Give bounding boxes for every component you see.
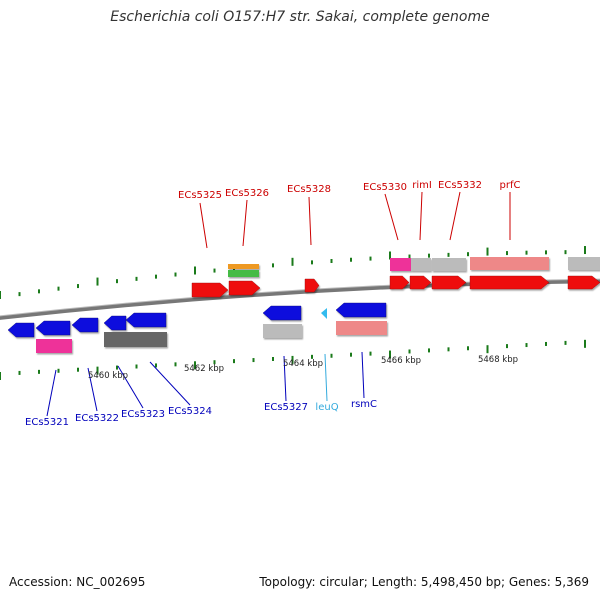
gene-label-top: ECs5332 xyxy=(438,180,482,191)
leader-top xyxy=(449,191,461,241)
feature-orange xyxy=(228,264,259,269)
leader-bottom xyxy=(117,365,144,409)
leader-top xyxy=(242,199,248,247)
scale-labels: 5460 kbp 5462 kbp 5464 kbp 5466 kbp 5468 kbp xyxy=(88,355,518,381)
gene-label-bottom: leuQ xyxy=(315,402,338,413)
tick-marks xyxy=(0,246,586,380)
gene-label-top: ECs5328 xyxy=(287,184,331,195)
feature-lightred-top xyxy=(470,257,549,270)
scale-label: 5462 kbp xyxy=(184,364,224,374)
feature-darkgray-bottom xyxy=(104,332,167,347)
genome-summary: Topology: circular; Length: 5,498,450 bp… xyxy=(259,575,589,589)
cds-ecs5322 xyxy=(35,320,71,336)
feature-track xyxy=(7,257,600,353)
feature-gray-top-2 xyxy=(432,258,466,271)
feature-lightred-bottom xyxy=(336,321,387,335)
leader-top xyxy=(384,193,399,241)
trna-leuq xyxy=(321,308,327,319)
scale-label: 5464 kbp xyxy=(283,359,323,369)
gene-label-bottom: ECs5321 xyxy=(25,417,69,428)
cds-rsmc xyxy=(335,302,387,318)
cds-ecs5332 xyxy=(431,275,467,290)
gene-label-top: rimI xyxy=(412,180,432,191)
leader-bottom xyxy=(149,361,191,406)
leader-bottom xyxy=(283,355,287,402)
feature-gray-top-3 xyxy=(568,257,600,270)
leader-bottom xyxy=(87,367,98,412)
cds-ecs5324-a xyxy=(103,315,127,331)
gene-label-bottom: rsmC xyxy=(351,399,377,410)
cds-ecs5326 xyxy=(228,280,261,296)
label-leaders xyxy=(46,191,511,417)
feature-gray-bottom xyxy=(263,324,302,338)
gene-label-top: ECs5326 xyxy=(225,188,269,199)
cds-prfc xyxy=(469,275,550,290)
feature-pink-bottom xyxy=(36,339,72,353)
cds-ecs5323 xyxy=(71,317,99,333)
gene-label-top: ECs5325 xyxy=(178,190,222,201)
gene-label-top: prfC xyxy=(500,180,521,191)
leader-bottom xyxy=(361,351,365,399)
map-title: Escherichia coli O157:H7 str. Sakai, com… xyxy=(110,9,490,25)
scale-label: 5466 kbp xyxy=(381,356,421,366)
gene-label-bottom: ECs5323 xyxy=(121,409,165,420)
gene-label-top: ECs5330 xyxy=(363,182,407,193)
cds-ecs5327 xyxy=(262,305,302,321)
feature-gray-top-1 xyxy=(411,258,431,271)
cds-ecs5330 xyxy=(389,275,410,290)
gene-label-bottom: ECs5327 xyxy=(264,402,308,413)
scale-label: 5460 kbp xyxy=(88,371,128,381)
feature-green xyxy=(228,270,259,277)
leader-bottom xyxy=(46,369,57,417)
cds-rimi xyxy=(409,275,432,290)
leader-top xyxy=(199,202,208,249)
gene-labels: ECs5325 ECs5326 ECs5328 ECs5330 rimI ECs5332 p… xyxy=(25,180,520,428)
accession-label: Accession: NC_002695 xyxy=(9,575,146,589)
cds-next xyxy=(567,275,600,290)
feature-pink-top xyxy=(390,258,411,271)
cds-ecs5324-b xyxy=(125,312,167,328)
gene-label-bottom: ECs5322 xyxy=(75,413,119,424)
cds-ecs5321 xyxy=(7,322,35,338)
leader-top xyxy=(308,196,312,246)
gene-label-bottom: ECs5324 xyxy=(168,406,212,417)
leader-top xyxy=(419,191,423,241)
cds-ecs5328 xyxy=(304,278,320,293)
cds-ecs5325 xyxy=(191,282,229,298)
leader-bottom xyxy=(324,353,328,402)
scale-label: 5468 kbp xyxy=(478,355,518,365)
